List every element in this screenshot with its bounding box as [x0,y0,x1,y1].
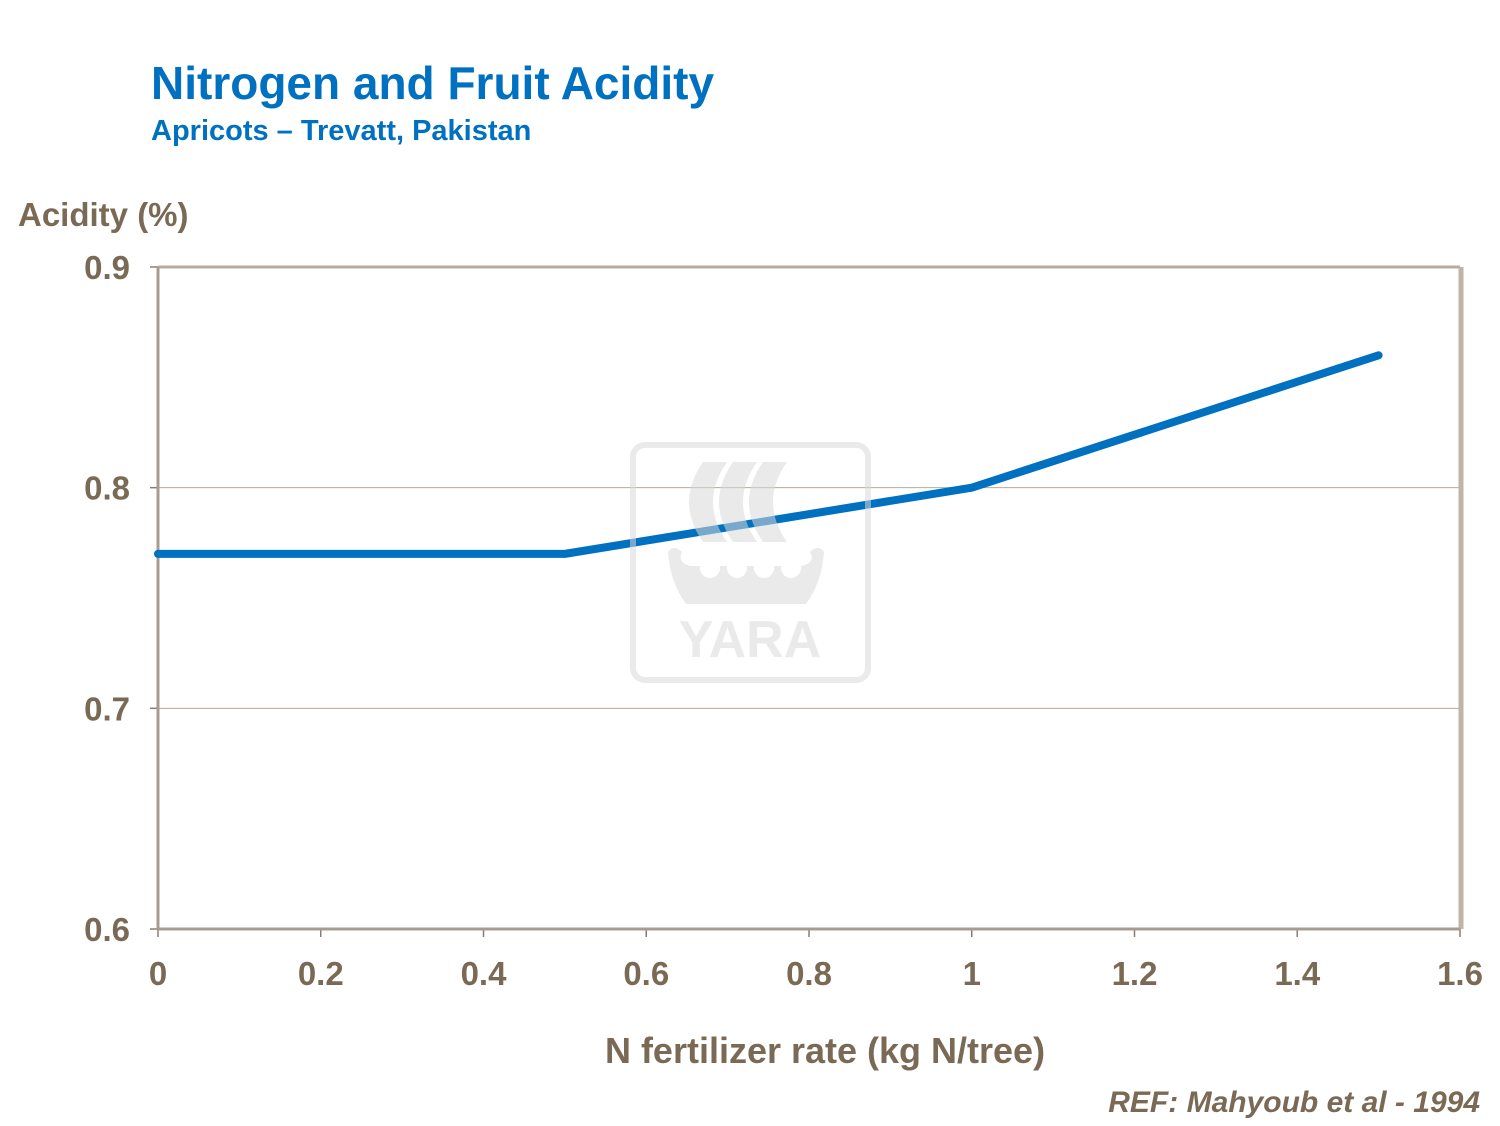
logo-frame [630,442,871,683]
logo-shield [727,558,747,578]
x-tick-label: 0.6 [623,955,669,992]
x-tick-label: 1.4 [1274,955,1321,992]
x-tick-label: 0.4 [461,955,508,992]
logo-shield [700,558,720,578]
logo-sail [719,462,757,542]
logo-ship [668,548,824,604]
reference-note: REF: Mahyoub et al - 1994 [1108,1086,1480,1119]
logo-wordmark: YARA [679,611,822,669]
y-tick-label: 0.7 [84,690,130,727]
x-axis-label: N fertilizer rate (kg N/tree) [604,1030,1046,1071]
chart-title: Nitrogen and Fruit Acidity [151,57,715,109]
y-tick-label: 0.9 [84,249,130,286]
logo-shield [781,558,801,578]
yara-logo-watermark: YARA [630,442,871,683]
logo-shield [754,558,774,578]
logo-sail [689,462,727,542]
x-tick-label: 1.2 [1112,955,1158,992]
y-tick-label: 0.6 [84,911,130,948]
x-tick-label: 0.2 [298,955,344,992]
y-axis-label: Acidity (%) [18,196,189,233]
x-tick-label: 0.8 [786,955,832,992]
x-tick-label: 1.6 [1437,955,1483,992]
x-tick-label: 0 [149,955,167,992]
x-tick-label: 1 [963,955,981,992]
y-tick-label: 0.8 [84,470,130,507]
logo-sail [749,462,787,542]
chart-subtitle: Apricots – Trevatt, Pakistan [151,115,532,147]
